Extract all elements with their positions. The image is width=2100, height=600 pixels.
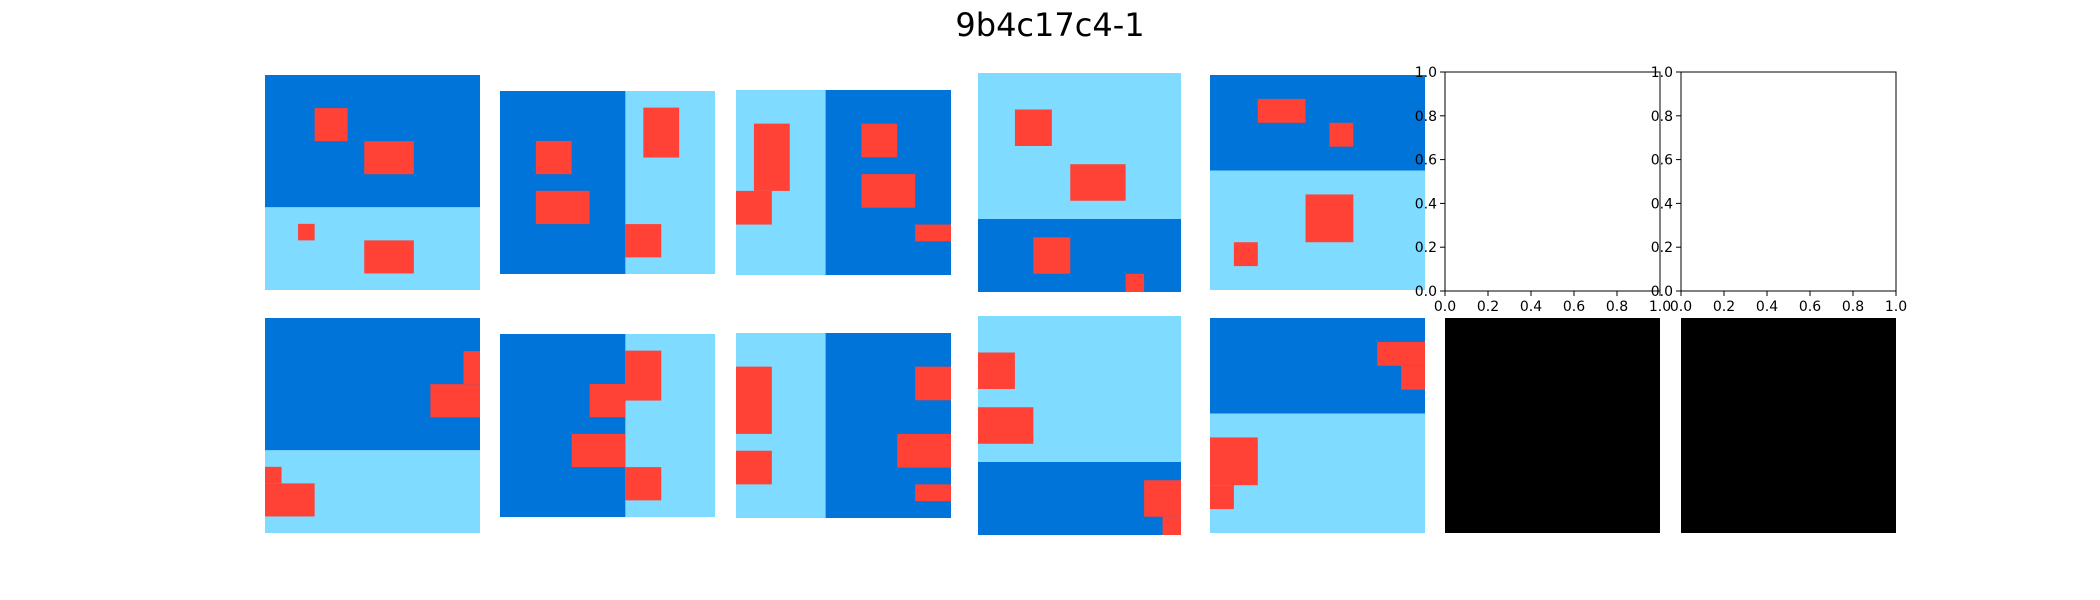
pair3-input-red-block-0 — [753, 123, 790, 191]
pair5-output-grid — [1210, 318, 1425, 533]
pair5-input-region-0 — [1210, 75, 1425, 171]
pair2-input-red-block-0 — [535, 140, 572, 175]
x-tick-label: 0.0 — [1670, 299, 1692, 315]
x-tick-label: 0.2 — [1713, 299, 1735, 315]
test-output-panel-1 — [1445, 318, 1660, 533]
test-input-plot-2: 0.00.0 0.2 0.2 0.4 0.4 0.6 0.6 0.8 0.8 1.0 1.0 — [1651, 65, 1907, 315]
pair5-input-red-block-0 — [1257, 98, 1306, 123]
y-tick-label: 0.6 — [1651, 153, 1673, 169]
y-tick-label: 0.4 — [1651, 196, 1673, 212]
pair2-output-red-block-3 — [625, 467, 662, 501]
pair1-input-grid — [265, 75, 480, 290]
pair4-output-red-block-0 — [978, 352, 1015, 389]
figure-title: 9b4c17c4-1 — [955, 6, 1145, 44]
y-tick-label: 0.8 — [1415, 109, 1437, 125]
pair3-input-red-block-2 — [861, 123, 898, 158]
pair5-output-red-block-1 — [1401, 365, 1425, 390]
y-tick-label: 0.0 — [1651, 284, 1673, 300]
pair5-output-red-block-0 — [1377, 341, 1425, 366]
x-tick-label: 0.8 — [1606, 299, 1628, 315]
y-tick-label: 0.0 — [1415, 284, 1437, 300]
pair1-output-red-block-2 — [265, 466, 282, 484]
test-input-plot-1-frame — [1444, 71, 1661, 292]
pair2-output-red-block-2 — [625, 350, 662, 401]
pair5-input-grid — [1210, 75, 1425, 290]
pair3-output-grid — [736, 333, 951, 518]
pair4-input-grid — [978, 73, 1181, 292]
pair4-input-red-block-0 — [1014, 109, 1052, 146]
pair3-output-red-block-0 — [736, 366, 772, 434]
pair5-input-red-block-2 — [1305, 194, 1354, 243]
pair2-output-red-block-0 — [589, 383, 626, 418]
pair4-input-red-block-2 — [1033, 237, 1071, 274]
y-tick-label: 0.2 — [1415, 240, 1437, 256]
pair2-input-red-block-1 — [535, 190, 590, 225]
test-input-plot-1: 0.00.00.20.20.40.40.60.60.80.81.01.0 — [1415, 65, 1671, 315]
y-tick-label: 0.6 — [1415, 153, 1437, 169]
pair5-input-red-block-1 — [1329, 122, 1354, 147]
pair4-output-red-block-2 — [1144, 480, 1181, 517]
pair4-output-red-block-3 — [1162, 516, 1181, 535]
pair4-input-red-block-3 — [1125, 273, 1145, 292]
pair2-input-red-block-3 — [625, 224, 662, 258]
x-tick-label: 1.0 — [1649, 299, 1671, 315]
y-tick-label: 0.2 — [1651, 240, 1673, 256]
x-tick-label: 1.0 — [1885, 299, 1907, 315]
pair3-input-red-block-1 — [736, 190, 772, 225]
pair1-input-red-block-0 — [314, 108, 348, 142]
pair2-output-red-block-1 — [571, 433, 626, 468]
test-input-plot-2-frame — [1680, 71, 1897, 292]
pair3-output-red-block-3 — [897, 433, 951, 468]
x-tick-label: 0.4 — [1520, 299, 1542, 315]
pair1-input-red-block-2 — [298, 223, 315, 241]
x-tick-label: 0.8 — [1842, 299, 1864, 315]
pair3-input-grid — [736, 90, 951, 275]
y-tick-label: 1.0 — [1415, 65, 1437, 81]
pair2-output-grid — [500, 334, 715, 517]
pair3-output-red-block-2 — [915, 366, 951, 401]
x-tick-label: 0.0 — [1434, 299, 1456, 315]
pair1-output-red-block-1 — [430, 384, 480, 418]
pair5-output-red-block-3 — [1210, 485, 1234, 510]
x-tick-label: 0.4 — [1756, 299, 1778, 315]
pair2-input-red-block-2 — [643, 107, 680, 158]
pair2-input-region-0 — [500, 91, 626, 274]
pair4-output-red-block-1 — [978, 407, 1034, 444]
pair1-input-red-block-1 — [364, 141, 414, 175]
pair5-output-red-block-2 — [1210, 437, 1258, 486]
x-tick-label: 0.2 — [1477, 299, 1499, 315]
pair5-input-red-block-3 — [1233, 242, 1258, 267]
pair3-input-red-block-4 — [915, 224, 951, 242]
pair4-output-grid — [978, 316, 1181, 535]
pair1-input-red-block-3 — [364, 240, 414, 274]
y-tick-label: 1.0 — [1651, 65, 1673, 81]
x-tick-label: 0.6 — [1799, 299, 1821, 315]
pair2-input-grid — [500, 91, 715, 274]
pair4-input-region-1 — [978, 219, 1181, 292]
y-tick-label: 0.4 — [1415, 196, 1437, 212]
y-tick-label: 0.8 — [1651, 109, 1673, 125]
pair3-output-red-block-1 — [736, 450, 772, 485]
pair1-output-grid — [265, 318, 480, 533]
pair1-output-red-block-0 — [463, 351, 480, 385]
x-tick-label: 0.6 — [1563, 299, 1585, 315]
pair4-input-red-block-1 — [1070, 164, 1126, 201]
pair1-output-red-block-3 — [265, 483, 315, 517]
pair2-output-region-0 — [500, 334, 626, 517]
pair3-output-red-block-4 — [915, 484, 951, 502]
test-output-panel-2 — [1681, 318, 1896, 533]
pair3-input-red-block-3 — [861, 174, 916, 208]
